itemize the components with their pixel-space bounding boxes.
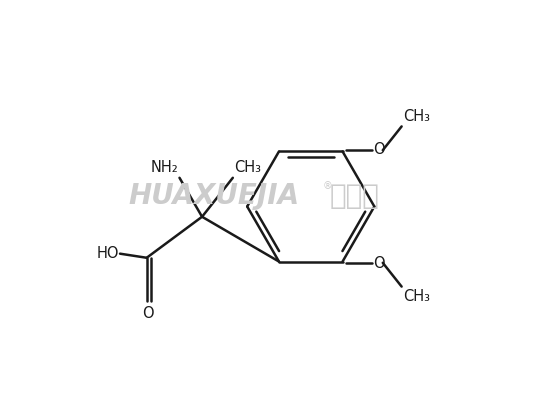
- Text: CH₃: CH₃: [403, 109, 430, 124]
- Text: NH₂: NH₂: [151, 159, 178, 175]
- Text: HO: HO: [96, 246, 119, 261]
- Text: ®: ®: [323, 181, 332, 191]
- Text: 化学加: 化学加: [329, 182, 379, 210]
- Text: O: O: [142, 306, 154, 321]
- Text: CH₃: CH₃: [234, 159, 261, 175]
- Text: O: O: [374, 256, 385, 271]
- Text: O: O: [374, 142, 385, 157]
- Text: HUAXUEJIA: HUAXUEJIA: [128, 182, 300, 210]
- Text: CH₃: CH₃: [403, 289, 430, 304]
